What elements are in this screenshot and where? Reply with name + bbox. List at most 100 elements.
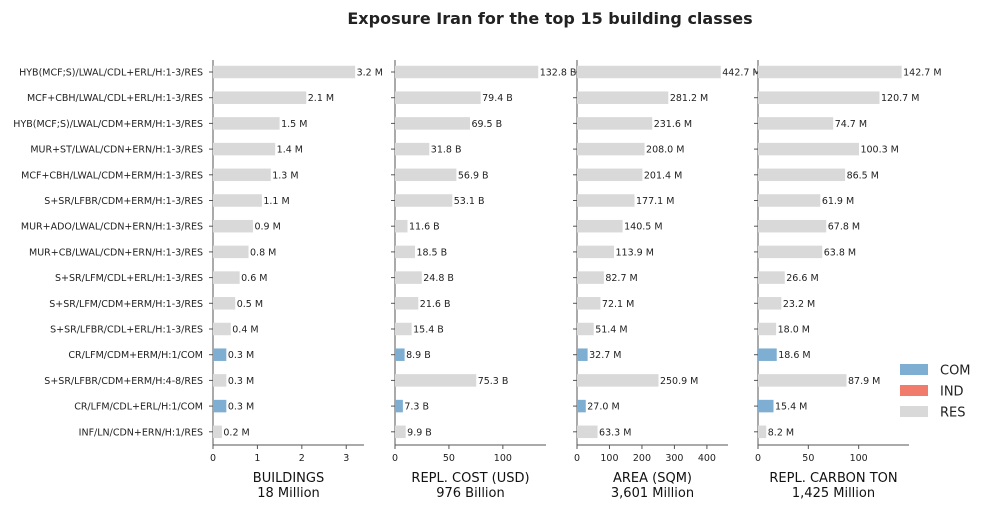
bar: [213, 245, 249, 259]
data-label: 1.1 M: [263, 196, 289, 207]
bar: [577, 271, 604, 284]
bar: [758, 117, 834, 130]
chart-title: Exposure Iran for the top 15 building cl…: [347, 9, 752, 28]
data-label: 0.3 M: [228, 350, 254, 361]
bar: [213, 142, 276, 156]
data-label: 11.6 B: [409, 222, 440, 233]
data-label: 140.5 M: [624, 222, 662, 233]
bar: [758, 425, 767, 439]
bar: [395, 245, 415, 259]
data-label: 86.5 M: [847, 170, 879, 181]
data-label: 0.9 M: [254, 222, 280, 233]
bar: [395, 348, 405, 361]
x-tick-label: 400: [698, 453, 716, 464]
bar: [577, 322, 594, 336]
data-label: 9.9 B: [407, 427, 432, 438]
data-label: 61.9 M: [822, 196, 854, 207]
data-label: 1.4 M: [277, 145, 303, 156]
category-label: HYB(MCF;S)/LWAL/CDM+ERM/H:1-3/RES: [13, 119, 203, 130]
bar: [758, 374, 847, 387]
data-label: 142.7 M: [903, 68, 941, 79]
legend-swatch: [900, 406, 928, 417]
data-label: 0.8 M: [250, 247, 276, 258]
legend-label: IND: [940, 385, 964, 400]
bar: [577, 91, 669, 104]
category-label: MUR+ST/LWAL/CDN+ERN/H:1-3/RES: [30, 145, 203, 156]
category-label: MUR+CB/LWAL/CDN+ERN/H:1-3/RES: [29, 247, 203, 258]
data-label: 82.7 M: [605, 273, 637, 284]
bar: [577, 142, 645, 156]
data-label: 201.4 M: [644, 170, 682, 181]
bar: [758, 65, 902, 79]
data-label: 31.8 B: [431, 145, 462, 156]
legend-swatch: [900, 385, 928, 396]
data-label: 15.4 M: [775, 402, 807, 413]
panel-total: 1,425 Million: [792, 486, 875, 501]
bar: [395, 219, 408, 233]
data-label: 132.8 B: [540, 68, 577, 79]
bar: [758, 194, 821, 207]
x-tick-label: 50: [802, 453, 814, 464]
data-label: 120.7 M: [881, 93, 919, 104]
bar: [577, 374, 659, 387]
bar: [213, 219, 253, 233]
data-label: 51.4 M: [595, 325, 627, 336]
data-label: 0.3 M: [228, 402, 254, 413]
data-label: 72.1 M: [602, 299, 634, 310]
x-tick-label: 200: [633, 453, 651, 464]
bar: [577, 348, 588, 361]
data-label: 56.9 B: [458, 170, 489, 181]
category-label: INF/LN/CDN+ERN/H:1/RES: [79, 427, 203, 438]
data-label: 87.9 M: [848, 376, 880, 387]
data-label: 63.3 M: [599, 427, 631, 438]
data-label: 67.8 M: [828, 222, 860, 233]
data-label: 26.6 M: [786, 273, 818, 284]
category-label: MUR+ADO/LWAL/CDN+ERN/H:1-3/RES: [21, 222, 203, 233]
data-label: 75.3 B: [478, 376, 509, 387]
data-label: 18.0 M: [778, 325, 810, 336]
data-label: 250.9 M: [660, 376, 698, 387]
bar: [395, 322, 412, 336]
x-tick-label: 0: [392, 453, 398, 464]
x-tick-label: 0: [574, 453, 580, 464]
bar: [758, 297, 782, 310]
category-label: S+SR/LFBR/CDM+ERM/H:4-8/RES: [44, 376, 203, 387]
data-label: 2.1 M: [308, 93, 334, 104]
x-tick-label: 100: [494, 453, 512, 464]
x-tick-label: 0: [210, 453, 216, 464]
bar: [395, 117, 470, 130]
x-axis-title: REPL. COST (USD): [411, 471, 529, 486]
category-label: MCF+CBH/LWAL/CDM+ERM/H:1-3/RES: [21, 170, 203, 181]
category-label: S+SR/LFBR/CDL+ERL/H:1-3/RES: [50, 325, 203, 336]
data-label: 3.2 M: [357, 68, 383, 79]
bar: [213, 322, 231, 336]
category-label: CR/LFM/CDM+ERM/H:1/COM: [68, 350, 203, 361]
data-label: 8.9 B: [406, 350, 431, 361]
data-label: 79.4 B: [482, 93, 513, 104]
bar: [395, 91, 481, 104]
bar: [213, 271, 240, 284]
bar: [758, 91, 880, 104]
bar: [577, 425, 598, 439]
data-label: 442.7 M: [722, 68, 760, 79]
data-label: 74.7 M: [835, 119, 867, 130]
data-label: 27.0 M: [587, 402, 619, 413]
data-label: 0.3 M: [228, 376, 254, 387]
bar: [577, 168, 643, 182]
data-label: 7.3 B: [404, 402, 429, 413]
bar: [395, 425, 406, 439]
bar: [758, 168, 846, 182]
bar: [213, 91, 307, 104]
bar: [758, 271, 785, 284]
bar: [213, 194, 262, 207]
bar: [577, 399, 586, 413]
bar: [395, 271, 422, 284]
bar: [395, 142, 430, 156]
legend-label: COM: [940, 364, 971, 379]
data-label: 113.9 M: [615, 247, 653, 258]
data-label: 0.6 M: [241, 273, 267, 284]
legend-label: RES: [940, 406, 966, 421]
data-label: 63.8 M: [824, 247, 856, 258]
